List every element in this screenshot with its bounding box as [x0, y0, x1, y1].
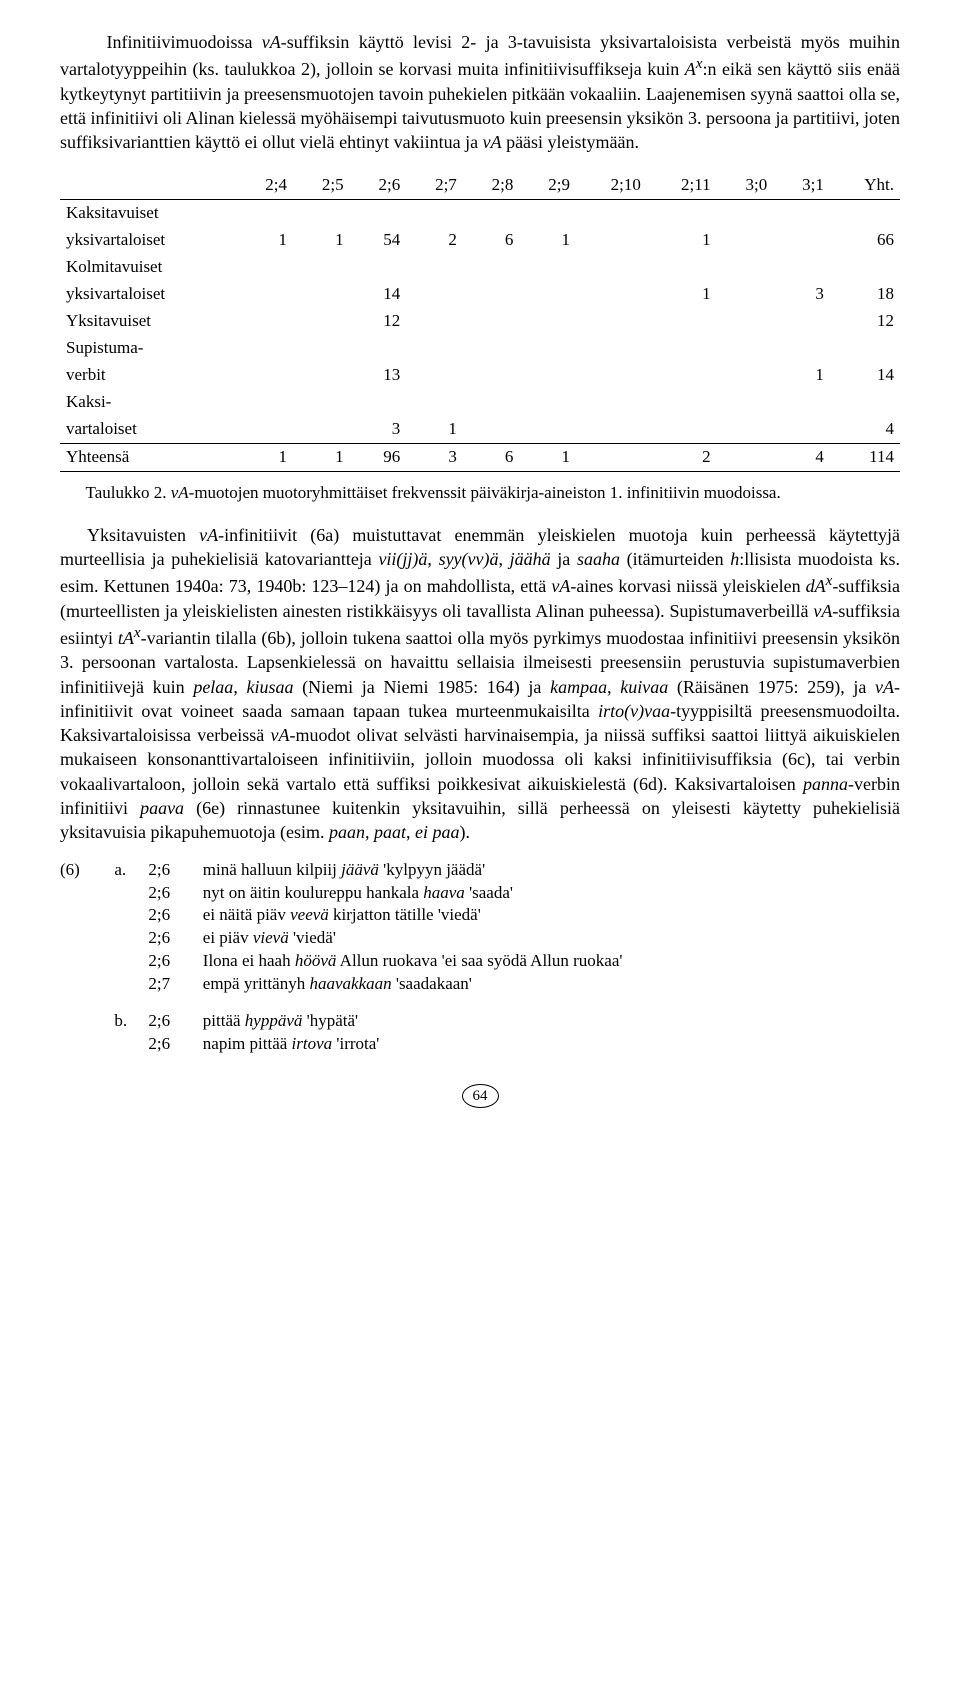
paragraph-2: Yksitavuisten vA-infinitiivit (6a) muist… — [60, 523, 900, 845]
frequency-table: 2;42;52;62;72;82;92;102;113;03;1Yht.Kaks… — [60, 172, 900, 471]
table-caption: Taulukko 2. vA-muotojen muotoryhmittäise… — [103, 482, 901, 505]
example-6: (6)a.2;6minä halluun kilpiij jäävä 'kylp… — [60, 859, 900, 1057]
page-number: 64 — [60, 1082, 900, 1108]
paragraph-1: Infinitiivimuodoissa vA-suffiksin käyttö… — [60, 30, 900, 154]
